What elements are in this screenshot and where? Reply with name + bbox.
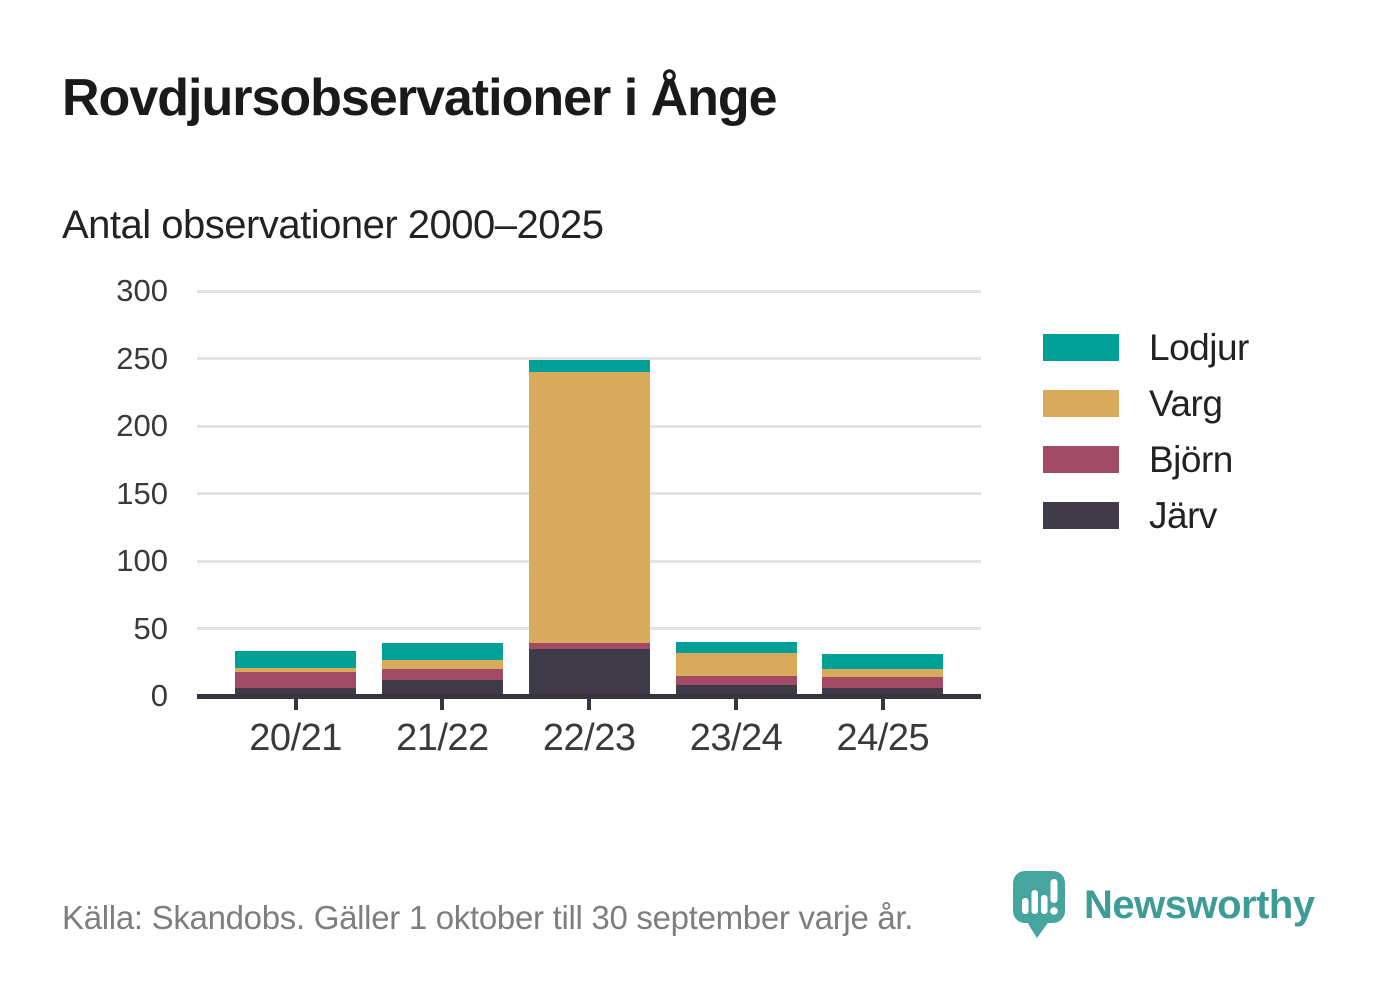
y-axis-label-200: 200 (116, 408, 168, 443)
bar-segment-bjorn-22-23 (528, 643, 650, 649)
x-axis-label-20-21: 20/21 (249, 717, 342, 759)
chart-title: Rovdjursobservationer i Ånge (62, 69, 778, 127)
y-axis-label-100: 100 (116, 543, 168, 578)
x-axis-label-23-24: 23/24 (689, 717, 783, 759)
x-axis-label-24-25: 24/25 (836, 717, 930, 759)
legend-label-bjorn: Björn (1149, 438, 1233, 480)
bar-segment-lodjur-22-23 (528, 359, 650, 372)
chart-subtitle: Antal observationer 2000–2025 (62, 203, 604, 247)
bar-segment-bjorn-21-22 (381, 669, 503, 680)
legend: Lodjur Varg Björn Järv (1043, 327, 1249, 558)
bar-segment-bjorn-20-21 (235, 671, 357, 688)
legend-swatch-varg (1043, 390, 1119, 417)
bar-segment-lodjur-21-22 (381, 643, 503, 660)
legend-label-lodjur: Lodjur (1149, 326, 1249, 368)
bar-segment-jarv-22-23 (528, 648, 650, 696)
x-axis-tick-20-21 (293, 698, 298, 710)
x-axis-label-22-23: 22/23 (542, 717, 636, 759)
bar-segment-bjorn-24-25 (822, 677, 944, 688)
bar-segment-jarv-23-24 (675, 685, 797, 696)
x-axis-tick-21-22 (440, 698, 445, 710)
y-axis-label-250: 250 (116, 340, 168, 376)
legend-item-jarv: Järv (1043, 495, 1249, 536)
brand-name: Newsworthy (1084, 882, 1315, 927)
y-axis-label-150: 150 (116, 475, 168, 511)
bar-segment-jarv-24-25 (822, 687, 944, 696)
y-axis-label-300: 300 (116, 273, 168, 308)
legend-item-bjorn: Björn (1043, 439, 1249, 480)
bar-segment-bjorn-23-24 (675, 675, 797, 686)
bar-segment-lodjur-24-25 (822, 654, 944, 669)
x-axis-tick-22-23 (587, 698, 592, 710)
bar-segment-varg-22-23 (528, 372, 650, 644)
bar-segment-varg-24-25 (822, 669, 944, 678)
newsworthy-logo-icon (1013, 871, 1065, 938)
x-axis-tick-23-24 (734, 698, 738, 710)
legend-item-varg: Varg (1043, 383, 1249, 424)
brand-logo: Newsworthy (1012, 870, 1315, 940)
source-note: Källa: Skandobs. Gäller 1 oktober till 3… (62, 899, 914, 936)
bar-segment-lodjur-23-24 (675, 642, 797, 653)
legend-label-varg: Varg (1149, 382, 1223, 424)
bar-segment-varg-21-22 (381, 659, 503, 669)
gridline-250 (197, 357, 981, 360)
legend-swatch-jarv (1043, 502, 1119, 529)
bar-segment-varg-20-21 (235, 667, 357, 672)
legend-label-jarv: Järv (1149, 494, 1217, 536)
bar-segment-jarv-21-22 (381, 679, 503, 696)
bar-segment-lodjur-20-21 (235, 651, 357, 668)
legend-item-lodjur: Lodjur (1043, 327, 1249, 368)
x-axis-tick-24-25 (880, 698, 885, 710)
legend-swatch-lodjur (1043, 334, 1119, 361)
bar-segment-varg-23-24 (675, 652, 797, 676)
legend-swatch-bjorn (1043, 446, 1119, 473)
y-axis-label-50: 50 (133, 610, 168, 646)
y-axis-label-0: 0 (150, 678, 168, 713)
gridline-300 (197, 289, 981, 293)
bar-segment-jarv-20-21 (235, 687, 357, 696)
x-axis-line (197, 693, 981, 699)
x-axis-label-21-22: 21/22 (396, 717, 489, 759)
